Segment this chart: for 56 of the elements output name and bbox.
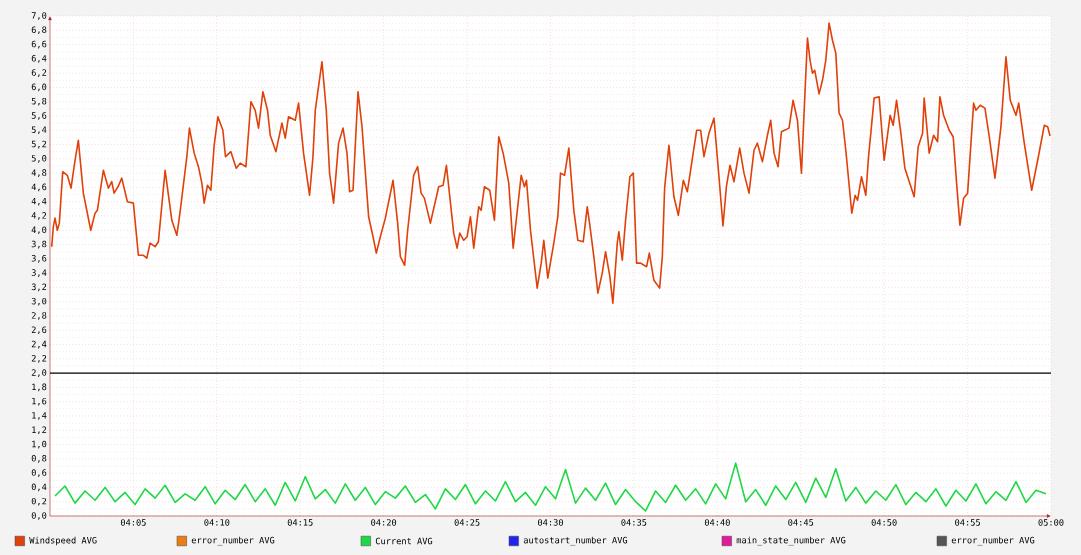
y-tick-label: 3,4 [31,269,47,277]
y-tick-label: 2,4 [31,340,47,349]
y-tick-label: 0,4 [31,483,47,492]
y-tick-label: 5,8 [31,97,47,106]
y-tick-label: 4,2 [31,212,47,220]
y-tick-label: 4,4 [31,197,47,206]
y-tick-label: 0,8 [31,455,47,463]
y-tick-label: 2,2 [31,355,47,363]
legend-label: error_number AVG [951,536,1035,546]
x-tick-label: 04:55 [955,519,980,526]
y-tick-label: 1,8 [32,383,47,392]
y-tick-label: 2,8 [31,312,47,320]
y-tick-label: 2,6 [31,326,47,335]
y-tick-label: 6,2 [31,69,47,77]
y-tick-label: 7,0 [31,12,47,20]
y-tick-label: 2,0 [31,369,47,377]
x-tick-label: 05:00 [1038,519,1064,526]
y-tick-label: 3,0 [31,297,47,306]
y-tick-label: 4,8 [31,169,47,177]
legend-label: Windspeed AVG [29,536,97,546]
y-tick-label: 4,6 [31,183,47,192]
x-tick-label: 04:25 [454,519,480,526]
y-tick-label: 6,8 [31,26,47,35]
y-tick-label: 0,6 [31,469,47,477]
y-tick-label: 5,2 [31,140,47,149]
x-tick-label: 04:40 [704,519,730,526]
line-series [50,22,1051,304]
line-series [54,462,1047,512]
x-tick-label: 04:05 [120,519,146,526]
x-tick-label: 04:10 [204,519,230,526]
y-tick-label: 4,0 [31,226,47,235]
y-tick-label: 6,6 [31,40,47,49]
y-tick-label: 5,4 [31,126,47,135]
y-tick-label: 6,4 [31,55,47,63]
x-tick-label: 04:30 [538,519,563,526]
y-tick-label: 1,4 [32,412,47,420]
x-tick-label: 04:15 [287,519,313,526]
legend-label: Current AVG [375,537,433,545]
y-tick-label: 5,6 [31,112,47,120]
y-tick-label: 1,6 [32,397,47,406]
legend-label: autostart_number AVG [523,536,628,546]
y-tick-label: 6,0 [31,83,47,92]
legend-label: error_number AVG [191,536,275,546]
y-tick-label: 5,0 [31,155,47,163]
y-tick-label: 3,6 [31,255,47,263]
y-tick-label: 1,0 [32,440,47,449]
legend-label: main_state_number AVG [736,536,846,546]
y-tick-label: 3,8 [31,240,47,249]
x-tick-label: 04:35 [621,519,647,526]
y-tick-label: 0,0 [31,512,47,520]
y-tick-label: 3,2 [31,283,47,292]
x-tick-label: 04:20 [371,519,397,526]
x-tick-label: 04:45 [788,519,814,526]
x-tick-label: 04:50 [871,519,897,526]
y-tick-label: 1,2 [32,426,47,435]
y-tick-label: 0,2 [31,497,47,506]
